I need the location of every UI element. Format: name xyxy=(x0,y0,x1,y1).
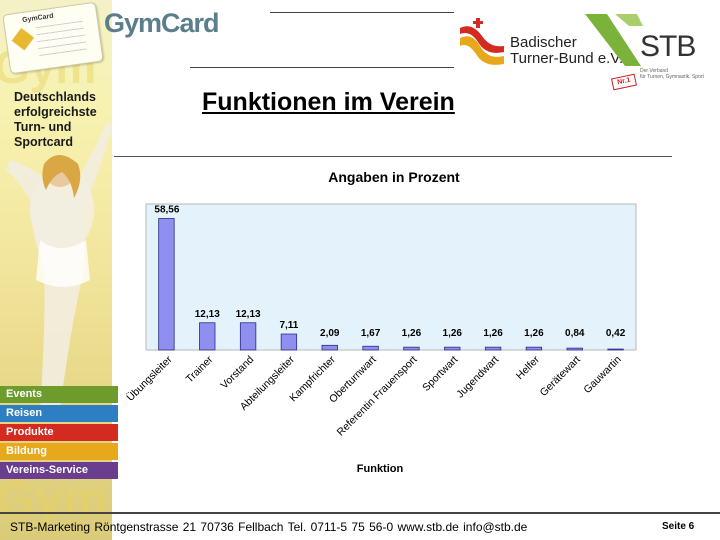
bar xyxy=(362,345,379,351)
bar xyxy=(444,346,461,351)
footer-divider xyxy=(0,512,720,514)
athlete-photo xyxy=(6,120,112,410)
nr1-badge: Nr.1 xyxy=(611,73,637,91)
bar-chart: Angaben in Prozent 58,56 12,13 12,13 7,11 2,… xyxy=(124,169,637,475)
stb-claim: Der Verband für Turnen, Gymnastik, Sport xyxy=(640,68,704,80)
data-label: 0,42 xyxy=(606,328,626,339)
data-label: 1,26 xyxy=(483,328,503,339)
header-divider xyxy=(190,67,454,68)
btb-emblem-icon[interactable] xyxy=(458,18,506,68)
data-label: 1,26 xyxy=(402,328,422,339)
card-title: GymCard xyxy=(21,12,54,25)
sidebar-menu: Events Reisen Produkte Bildung Vereins-Servi… xyxy=(0,386,118,481)
bar xyxy=(566,347,583,351)
stb-swoosh-icon[interactable] xyxy=(585,10,645,70)
stb-logo-text: STB xyxy=(640,30,696,63)
bar xyxy=(525,346,543,351)
footer-contact: STB-Marketing Röntgenstrasse 21 70736 Fe… xyxy=(10,520,528,534)
data-label: 1,26 xyxy=(443,328,463,339)
bar xyxy=(239,322,257,351)
category-tick-label: Gerätewart xyxy=(538,354,583,399)
background-watermark: Gym xyxy=(0,471,108,527)
gymcard-logo[interactable]: GymCard xyxy=(104,8,220,38)
tagline: Deutschlands erfolgreichste Turn- und Sp… xyxy=(14,90,97,149)
category-tick-label: Sportwart xyxy=(420,354,460,394)
bar xyxy=(280,333,298,351)
category-tick-label: Referentin Frauensport xyxy=(335,354,420,439)
bar xyxy=(403,346,420,351)
menu-item-events[interactable]: Events xyxy=(0,386,118,403)
menu-item-bildung[interactable]: Bildung xyxy=(0,443,118,460)
title-divider xyxy=(114,156,672,157)
plot-area xyxy=(145,203,637,351)
data-label: 12,13 xyxy=(195,309,220,320)
category-tick-label: Vorstand xyxy=(218,354,256,392)
category-tick-label: Gauwartin xyxy=(581,354,623,396)
data-label: 58,56 xyxy=(154,204,179,215)
data-label: 12,13 xyxy=(236,309,261,320)
data-label: 7,11 xyxy=(279,320,298,331)
category-tick-label: Übungsleiter xyxy=(124,353,175,404)
menu-item-vereins-service[interactable]: Vereins-Service xyxy=(0,462,118,479)
chart-title: Angaben in Prozent xyxy=(328,169,460,185)
page-title: Funktionen im Verein xyxy=(202,88,455,116)
bar xyxy=(484,346,502,351)
category-tick-label: Trainer xyxy=(184,353,216,385)
card-text-lines xyxy=(35,20,88,58)
page-number: Seite 6 xyxy=(662,521,695,532)
card-emblem-icon xyxy=(11,28,35,51)
bar xyxy=(321,344,338,351)
category-tick-label: Helfer xyxy=(514,353,543,382)
data-label: 0,84 xyxy=(565,328,585,339)
bar xyxy=(199,322,216,351)
data-label: 1,26 xyxy=(524,328,544,339)
header-divider xyxy=(270,12,454,13)
bar xyxy=(607,348,624,351)
data-label: 2,09 xyxy=(320,328,340,339)
menu-item-reisen[interactable]: Reisen xyxy=(0,405,118,422)
bar xyxy=(158,218,175,351)
x-axis-title: Funktion xyxy=(357,463,404,475)
category-tick-label: Jugendwart xyxy=(454,354,501,401)
data-label: 1,67 xyxy=(361,328,381,339)
menu-item-produkte[interactable]: Produkte xyxy=(0,424,118,441)
